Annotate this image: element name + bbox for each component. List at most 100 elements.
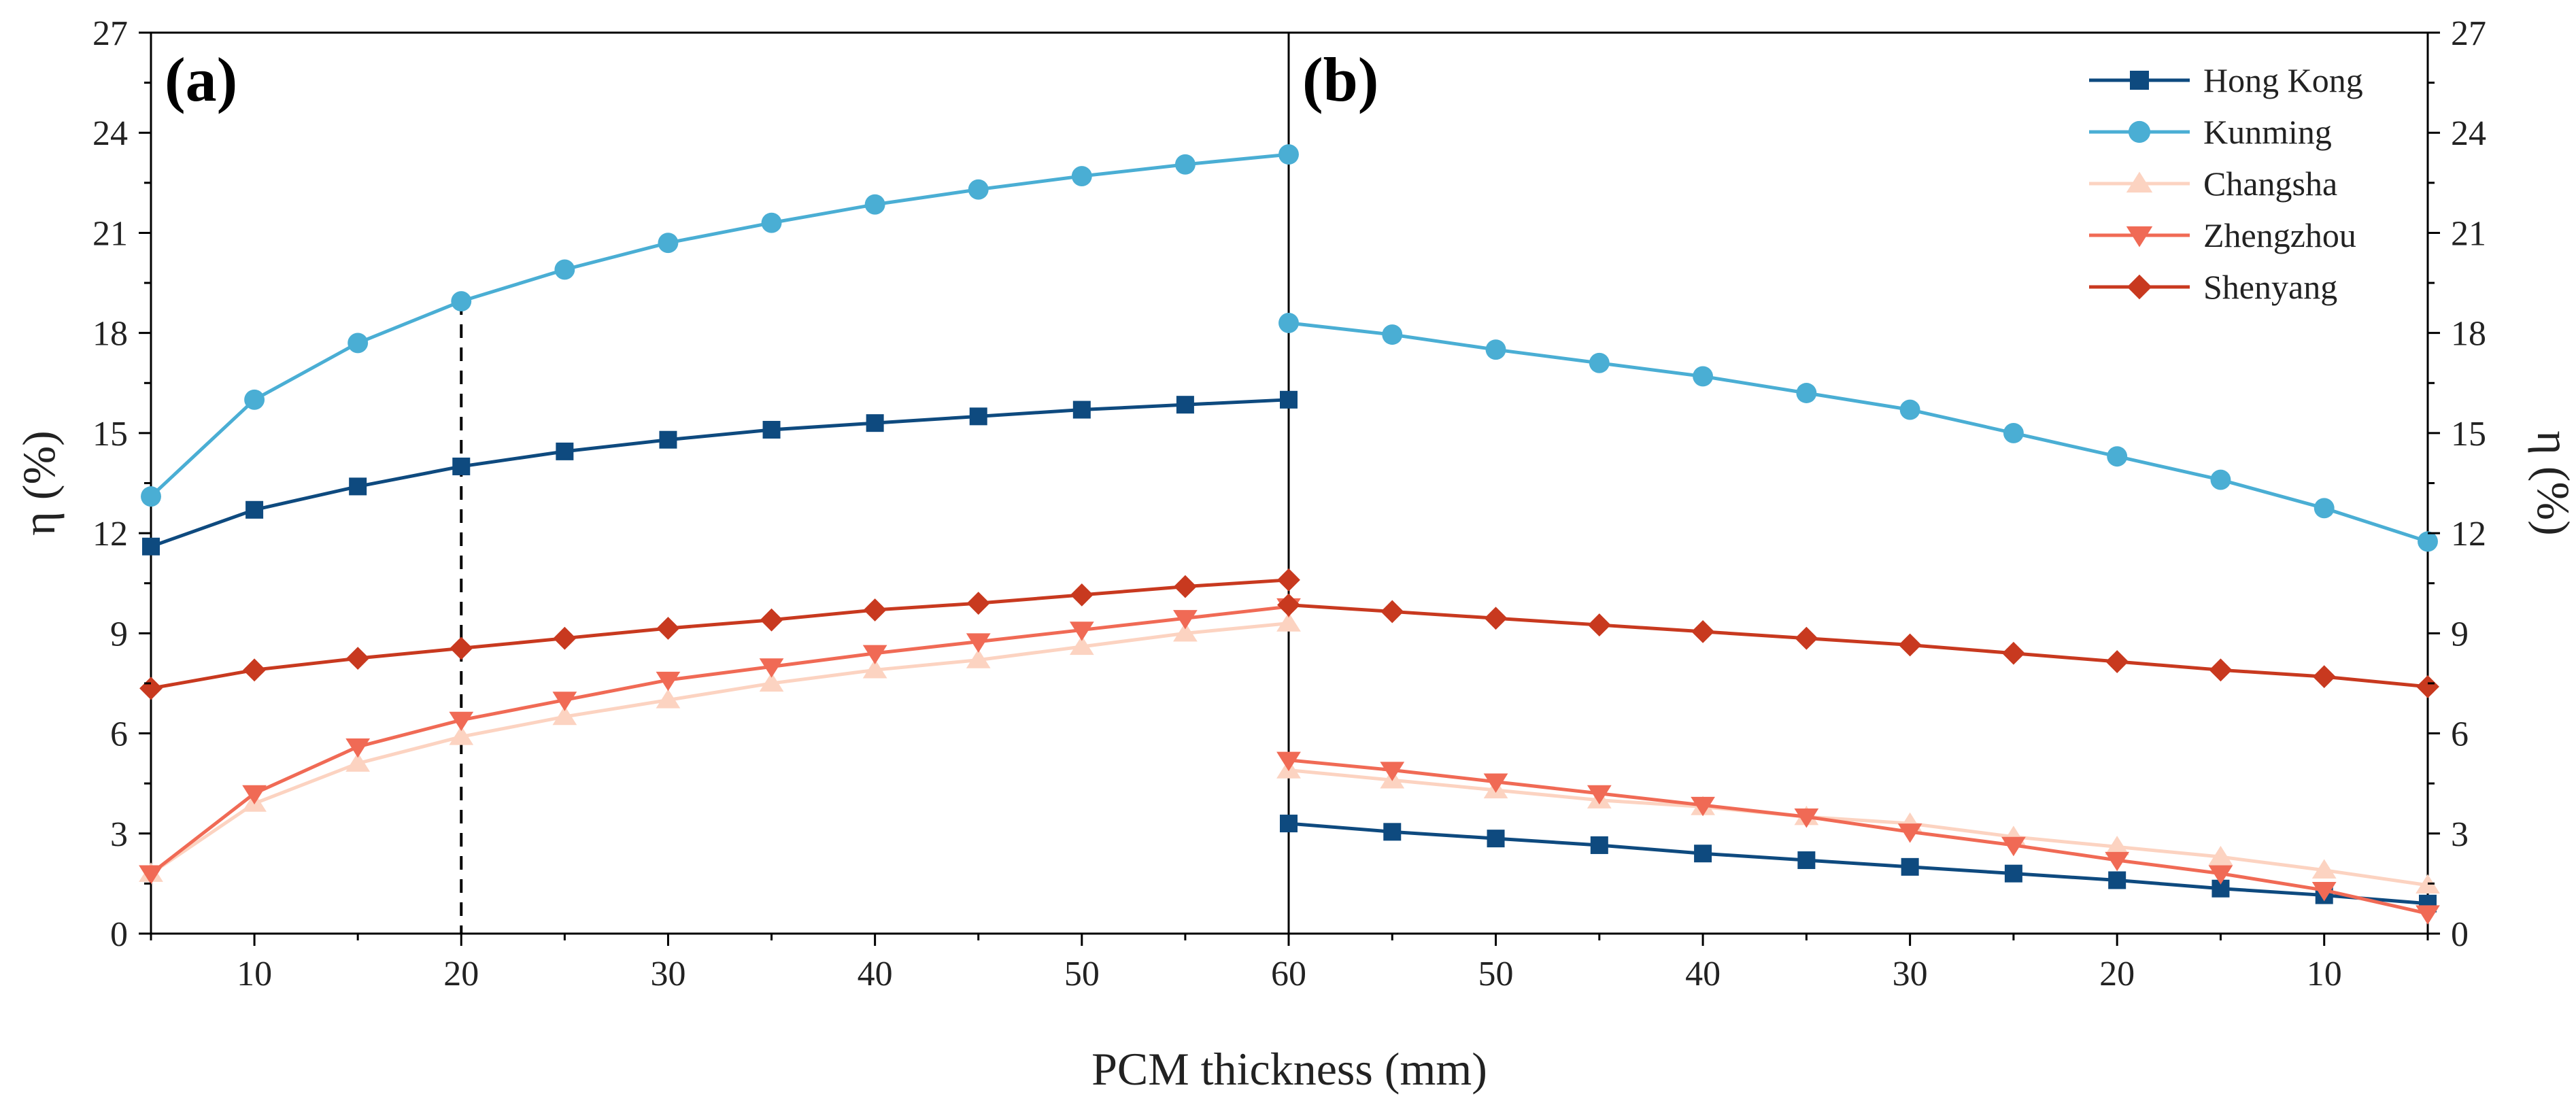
data-point-hong-kong <box>452 457 471 475</box>
data-point-changsha <box>2208 845 2233 866</box>
data-point-kunming <box>141 486 161 507</box>
data-point-zhengzhou <box>1483 773 1508 793</box>
data-point-kunming <box>864 194 885 215</box>
data-point-shenyang <box>1587 613 1611 636</box>
data-point-zhengzhou <box>242 785 267 805</box>
data-point-hong-kong <box>969 407 987 426</box>
data-point-kunming <box>244 389 265 410</box>
data-point-shenyang <box>1070 583 1094 607</box>
series-line-zhengzhou-panel-b <box>1288 758 2428 915</box>
legend-item-changsha: Changsha <box>2089 165 2337 203</box>
data-point-hong-kong <box>1487 830 1505 848</box>
x-tick-label: 30 <box>650 955 685 993</box>
y-tick-label-left: 0 <box>110 915 128 954</box>
series-line-changsha-panel-a <box>150 621 1289 875</box>
y-tick-label-right: 12 <box>2451 515 2486 554</box>
data-point-changsha <box>966 649 991 668</box>
data-point-hong-kong <box>1590 836 1608 854</box>
x-tick-label: 40 <box>1685 955 1721 993</box>
data-point-hong-kong <box>762 420 781 439</box>
data-point-kunming <box>348 333 369 354</box>
data-point-hong-kong <box>1072 401 1091 419</box>
data-point-changsha <box>345 752 371 772</box>
y-tick-label-left: 12 <box>92 515 128 554</box>
series-line-hong-kong-panel-a <box>150 398 1289 549</box>
data-point-changsha <box>2311 859 2337 879</box>
data-point-changsha <box>759 672 784 692</box>
data-point-kunming <box>2210 469 2231 490</box>
y-tick-label-left: 18 <box>92 315 128 354</box>
series-line-shenyang-panel-a <box>150 578 1289 690</box>
data-point-changsha <box>449 726 474 745</box>
data-point-changsha <box>552 705 577 726</box>
data-point-zhengzhou <box>1587 785 1612 805</box>
data-point-kunming <box>1382 324 1403 345</box>
data-point-hong-kong <box>2108 871 2126 889</box>
data-point-shenyang <box>139 677 163 700</box>
data-point-shenyang <box>1898 633 1922 657</box>
data-point-changsha <box>1276 612 1301 632</box>
data-point-kunming <box>1278 144 1299 165</box>
data-point-zhengzhou <box>2208 865 2233 885</box>
y-tick-label-right: 0 <box>2451 915 2469 954</box>
data-point-zhengzhou <box>2311 882 2337 902</box>
panel-label-b: (b) <box>1302 45 1378 114</box>
y-tick-label-right: 24 <box>2451 114 2486 153</box>
data-point-changsha <box>1173 622 1198 642</box>
data-point-zhengzhou <box>1069 621 1094 641</box>
data-point-shenyang <box>1795 626 1818 650</box>
x-tick-label: 20 <box>2099 955 2135 993</box>
data-point-shenyang <box>243 658 266 682</box>
data-point-zhengzhou <box>1897 823 1922 843</box>
data-point-zhengzhou <box>966 633 991 653</box>
data-point-zhengzhou <box>1380 762 1405 781</box>
data-point-kunming <box>2418 531 2438 552</box>
x-tick-label: 30 <box>1893 955 1928 993</box>
y-tick-label-right: 3 <box>2451 815 2469 854</box>
data-point-zhengzhou <box>862 645 887 665</box>
data-point-hong-kong <box>2004 864 2022 883</box>
data-point-kunming <box>554 259 575 280</box>
labels: 0 0 3 3 6 6 9 9 12 12 15 15 18 18 21 21 24 24 27 27 10 20 30 40… <box>13 14 2576 1095</box>
y-tick-label-right: 27 <box>2451 14 2486 53</box>
data-point-kunming <box>1278 312 1299 333</box>
data-point-shenyang <box>1380 600 1404 624</box>
legend-marker <box>2126 171 2153 193</box>
data-point-zhengzhou <box>345 738 371 758</box>
data-point-kunming <box>451 291 472 311</box>
data-point-hong-kong <box>1901 857 1919 876</box>
plot-frame <box>150 31 2429 935</box>
legend-item-kunming: Kunming <box>2089 113 2332 151</box>
data-point-shenyang <box>2105 650 2129 673</box>
data-point-hong-kong <box>1383 823 1402 841</box>
data-point-shenyang <box>760 608 783 632</box>
data-point-zhengzhou <box>1173 610 1198 630</box>
x-tick-label: 20 <box>443 955 479 993</box>
data-point-kunming <box>1693 366 1714 387</box>
y-tick-label-left: 24 <box>92 114 128 153</box>
legend-marker <box>2126 274 2152 300</box>
x-tick-label: 40 <box>858 955 893 993</box>
data-point-hong-kong <box>245 500 264 519</box>
data-point-shenyang <box>2312 665 2336 689</box>
data-point-hong-kong <box>349 477 367 496</box>
data-point-kunming <box>1485 339 1506 360</box>
data-point-zhengzhou <box>759 658 784 678</box>
data-point-kunming <box>1899 399 1920 420</box>
y-axis-title-left: η (%) <box>13 430 65 536</box>
y-tick-label-left: 15 <box>92 415 128 454</box>
legend-marker <box>2128 120 2151 143</box>
data-point-zhengzhou <box>1276 751 1301 772</box>
data-point-zhengzhou <box>1794 808 1819 828</box>
data-point-kunming <box>2314 498 2335 519</box>
y-tick-label-right: 9 <box>2451 615 2469 653</box>
x-tick-label: 10 <box>237 955 272 993</box>
series-line-kunming-panel-b <box>1288 321 2428 543</box>
y-tick-label-left: 3 <box>110 815 128 854</box>
y-tick-label-left: 21 <box>92 214 128 253</box>
data-point-changsha <box>1069 635 1094 655</box>
data-point-shenyang <box>1174 575 1197 598</box>
y-axis-title-right: η (%) <box>2528 430 2576 536</box>
legend-item-shenyang: Shenyang <box>2089 268 2337 306</box>
